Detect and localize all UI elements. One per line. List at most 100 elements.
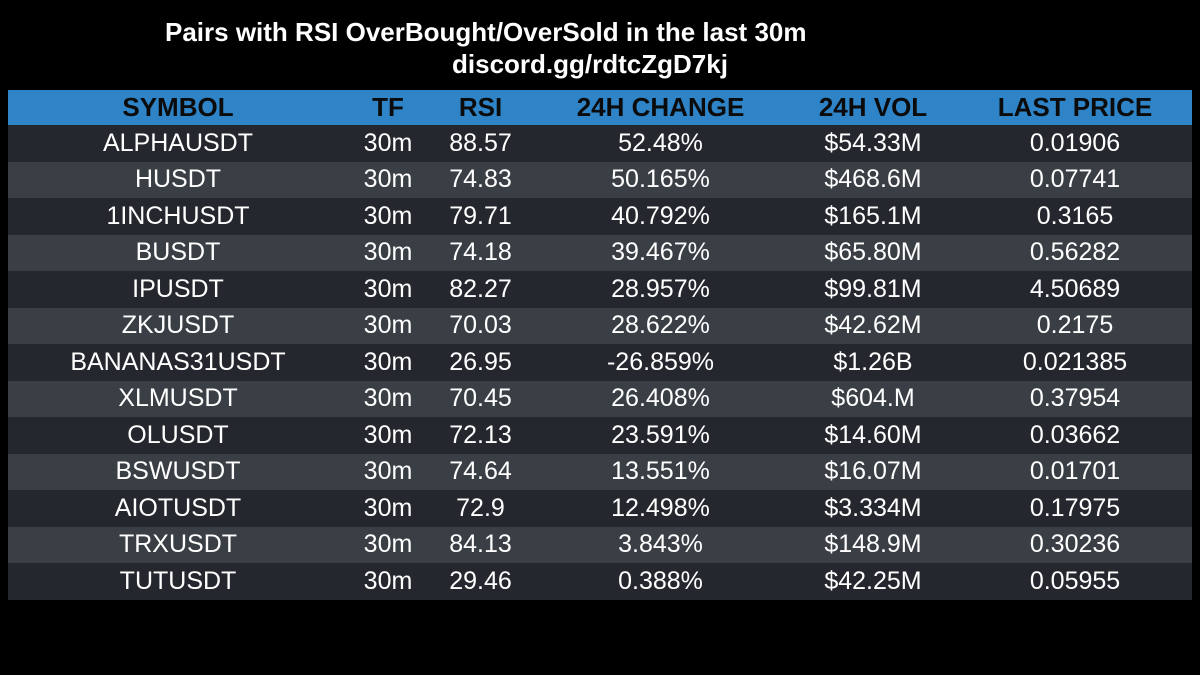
cell-last-price: 4.50689: [958, 271, 1192, 308]
table-row: IPUSDT 30m 82.27 28.957% $99.81M 4.50689: [8, 271, 1192, 308]
cell-tf: 30m: [348, 344, 428, 381]
cell-tf: 30m: [348, 563, 428, 600]
cell-rsi: 74.18: [428, 234, 533, 271]
cell-change-24h: 23.591%: [533, 417, 788, 454]
cell-volume-24h: $468.6M: [788, 161, 958, 198]
column-header-tf: TF: [348, 90, 428, 125]
cell-rsi: 26.95: [428, 344, 533, 381]
cell-rsi: 72.9: [428, 490, 533, 527]
cell-tf: 30m: [348, 161, 428, 198]
cell-change-24h: 50.165%: [533, 161, 788, 198]
table-row: BANANAS31USDT 30m 26.95 -26.859% $1.26B 0.021…: [8, 344, 1192, 381]
cell-symbol: ALPHAUSDT: [8, 125, 348, 162]
cell-tf: 30m: [348, 417, 428, 454]
table-row: AIOTUSDT 30m 72.9 12.498% $3.334M 0.17975: [8, 490, 1192, 527]
cell-symbol: IPUSDT: [8, 271, 348, 308]
table-row: 1INCHUSDT 30m 79.71 40.792% $165.1M 0.3165: [8, 198, 1192, 235]
column-header-symbol: SYMBOL: [8, 90, 348, 125]
cell-last-price: 0.03662: [958, 417, 1192, 454]
table-row: BSWUSDT 30m 74.64 13.551% $16.07M 0.01701: [8, 453, 1192, 490]
cell-last-price: 0.05955: [958, 563, 1192, 600]
rsi-table-container: SYMBOL TF RSI 24H CHANGE 24H VOL LAST PRICE A…: [8, 90, 1192, 600]
cell-volume-24h: $148.9M: [788, 526, 958, 563]
cell-tf: 30m: [348, 271, 428, 308]
cell-change-24h: 0.388%: [533, 563, 788, 600]
header-row: SYMBOL TF RSI 24H CHANGE 24H VOL LAST PRICE: [8, 90, 1192, 125]
cell-volume-24h: $165.1M: [788, 198, 958, 235]
table-row: OLUSDT 30m 72.13 23.591% $14.60M 0.03662: [8, 417, 1192, 454]
cell-volume-24h: $16.07M: [788, 453, 958, 490]
cell-volume-24h: $54.33M: [788, 125, 958, 162]
cell-last-price: 0.3165: [958, 198, 1192, 235]
cell-volume-24h: $14.60M: [788, 417, 958, 454]
cell-tf: 30m: [348, 490, 428, 527]
cell-last-price: 0.01701: [958, 453, 1192, 490]
cell-symbol: TRXUSDT: [8, 526, 348, 563]
cell-change-24h: 39.467%: [533, 234, 788, 271]
cell-volume-24h: $42.25M: [788, 563, 958, 600]
cell-last-price: 0.17975: [958, 490, 1192, 527]
cell-symbol: OLUSDT: [8, 417, 348, 454]
cell-tf: 30m: [348, 526, 428, 563]
cell-volume-24h: $65.80M: [788, 234, 958, 271]
cell-rsi: 74.64: [428, 453, 533, 490]
table-row: TRXUSDT 30m 84.13 3.843% $148.9M 0.30236: [8, 526, 1192, 563]
cell-last-price: 0.30236: [958, 526, 1192, 563]
table-row: ALPHAUSDT 30m 88.57 52.48% $54.33M 0.01906: [8, 125, 1192, 162]
column-header-volume-24h: 24H VOL: [788, 90, 958, 125]
cell-volume-24h: $99.81M: [788, 271, 958, 308]
cell-rsi: 74.83: [428, 161, 533, 198]
cell-change-24h: 3.843%: [533, 526, 788, 563]
cell-volume-24h: $42.62M: [788, 307, 958, 344]
cell-change-24h: 12.498%: [533, 490, 788, 527]
column-header-last-price: LAST PRICE: [958, 90, 1192, 125]
cell-symbol: BANANAS31USDT: [8, 344, 348, 381]
cell-volume-24h: $604.M: [788, 380, 958, 417]
discord-link[interactable]: discord.gg/rdtcZgD7kj: [452, 49, 728, 79]
cell-last-price: 0.021385: [958, 344, 1192, 381]
cell-change-24h: 28.622%: [533, 307, 788, 344]
cell-rsi: 82.27: [428, 271, 533, 308]
cell-change-24h: 26.408%: [533, 380, 788, 417]
cell-tf: 30m: [348, 234, 428, 271]
cell-rsi: 29.46: [428, 563, 533, 600]
table-body: ALPHAUSDT 30m 88.57 52.48% $54.33M 0.01906 HUS…: [8, 125, 1192, 600]
column-header-change-24h: 24H CHANGE: [533, 90, 788, 125]
cell-rsi: 88.57: [428, 125, 533, 162]
cell-rsi: 70.03: [428, 307, 533, 344]
cell-symbol: 1INCHUSDT: [8, 198, 348, 235]
cell-symbol: BUSDT: [8, 234, 348, 271]
cell-tf: 30m: [348, 125, 428, 162]
table-header: SYMBOL TF RSI 24H CHANGE 24H VOL LAST PRICE: [8, 90, 1192, 125]
cell-tf: 30m: [348, 198, 428, 235]
table-row: HUSDT 30m 74.83 50.165% $468.6M 0.07741: [8, 161, 1192, 198]
cell-last-price: 0.07741: [958, 161, 1192, 198]
cell-change-24h: 40.792%: [533, 198, 788, 235]
rsi-table: SYMBOL TF RSI 24H CHANGE 24H VOL LAST PRICE A…: [8, 90, 1192, 600]
table-row: TUTUSDT 30m 29.46 0.388% $42.25M 0.05955: [8, 563, 1192, 600]
cell-rsi: 70.45: [428, 380, 533, 417]
cell-tf: 30m: [348, 453, 428, 490]
cell-last-price: 0.56282: [958, 234, 1192, 271]
cell-rsi: 84.13: [428, 526, 533, 563]
cell-last-price: 0.37954: [958, 380, 1192, 417]
cell-volume-24h: $3.334M: [788, 490, 958, 527]
cell-symbol: XLMUSDT: [8, 380, 348, 417]
cell-tf: 30m: [348, 380, 428, 417]
cell-rsi: 72.13: [428, 417, 533, 454]
cell-volume-24h: $1.26B: [788, 344, 958, 381]
table-row: BUSDT 30m 74.18 39.467% $65.80M 0.56282: [8, 234, 1192, 271]
table-row: XLMUSDT 30m 70.45 26.408% $604.M 0.37954: [8, 380, 1192, 417]
cell-symbol: BSWUSDT: [8, 453, 348, 490]
page-title: Pairs with RSI OverBought/OverSold in th…: [165, 17, 807, 47]
table-row: ZKJUSDT 30m 70.03 28.622% $42.62M 0.2175: [8, 307, 1192, 344]
cell-change-24h: 13.551%: [533, 453, 788, 490]
cell-change-24h: 28.957%: [533, 271, 788, 308]
cell-change-24h: -26.859%: [533, 344, 788, 381]
cell-last-price: 0.01906: [958, 125, 1192, 162]
cell-tf: 30m: [348, 307, 428, 344]
cell-symbol: ZKJUSDT: [8, 307, 348, 344]
cell-symbol: AIOTUSDT: [8, 490, 348, 527]
cell-symbol: HUSDT: [8, 161, 348, 198]
cell-symbol: TUTUSDT: [8, 563, 348, 600]
